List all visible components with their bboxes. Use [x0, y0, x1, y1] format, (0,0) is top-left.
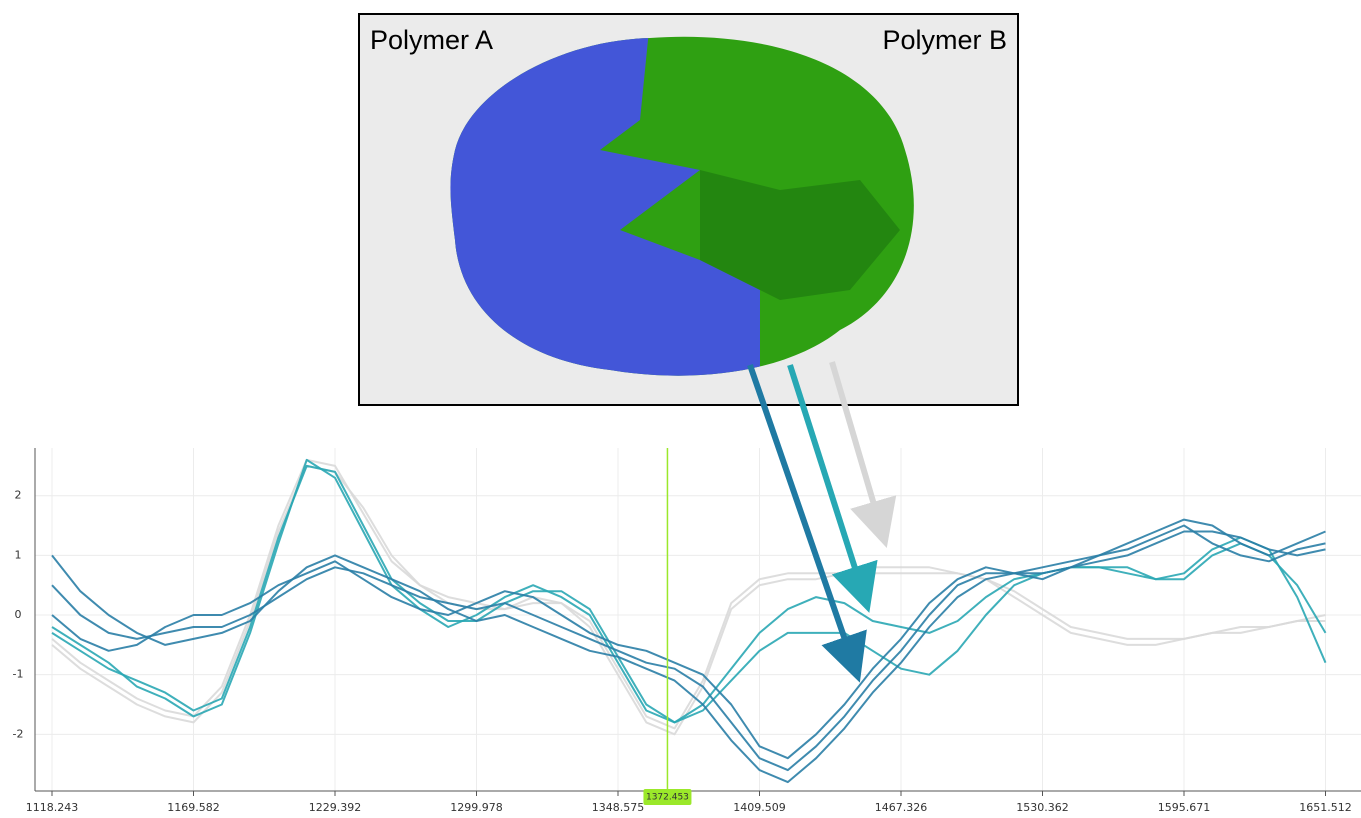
cursor-label-box	[643, 789, 692, 805]
series-line	[51, 518, 1326, 784]
structure-image: Polymer A Polymer B	[358, 13, 1019, 406]
x-tick-label: 1118.243	[26, 801, 79, 814]
x-tick-label: 1229.392	[309, 801, 362, 814]
x-tick-label: 1169.582	[167, 801, 220, 814]
x-tick-label: 1409.509	[733, 801, 786, 814]
series-line	[51, 458, 1326, 730]
arrow	[787, 364, 878, 613]
x-tick-label: 1595.671	[1158, 801, 1211, 814]
label-polymer-a: Polymer A	[370, 25, 493, 55]
x-tick-label: 1299.978	[450, 801, 503, 814]
series-line	[51, 524, 1326, 760]
y-tick-label: -2	[13, 727, 24, 740]
plot-area: -2 -1 0 1 2 1118.243 1169.582 1229.392 1299.978 1…	[13, 448, 1361, 814]
y-tick-label: 2	[15, 489, 22, 502]
series-line	[51, 464, 1326, 736]
y-tick-label: 1	[15, 548, 22, 561]
y-tick-label: 0	[15, 608, 22, 621]
cursor-label: 1372.453	[646, 793, 689, 803]
x-tick-label: 1530.362	[1016, 801, 1069, 814]
series-line	[51, 458, 1327, 724]
arrows	[747, 361, 897, 683]
x-tick-label: 1651.512	[1299, 801, 1352, 814]
arrow	[829, 361, 897, 549]
label-polymer-b: Polymer B	[882, 25, 1007, 55]
polymer-blob	[450, 36, 914, 376]
series-line	[51, 464, 1327, 724]
y-tick-label: -1	[13, 668, 24, 681]
x-tick-label: 1348.575	[592, 801, 645, 814]
x-tick-label: 1467.326	[875, 801, 928, 814]
